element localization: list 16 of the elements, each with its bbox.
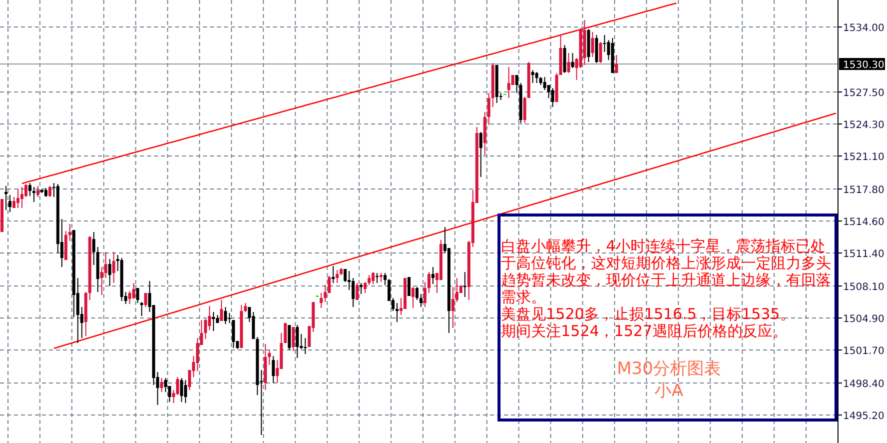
- y-tick-label: 1527.50: [843, 88, 884, 99]
- annotation: M30分析图表: [616, 358, 722, 380]
- y-tick-label: 1524.30: [843, 120, 884, 131]
- y-tick-label: 1511.40: [843, 249, 884, 260]
- annotation: 期间关注1524，1527遇阻后价格的反应。: [501, 322, 788, 340]
- annotation: 小A: [654, 380, 684, 402]
- y-tick-label: 1495.20: [843, 411, 884, 422]
- y-tick-label: 1501.70: [843, 346, 884, 357]
- y-tick-label: 1504.90: [843, 314, 884, 325]
- y-tick-label: 1534.00: [843, 23, 884, 34]
- y-tick-label: 1498.40: [843, 379, 884, 390]
- y-tick-label: 1517.80: [843, 185, 884, 196]
- ref-line-label: 1530.30: [843, 60, 884, 71]
- y-tick-label: 1514.60: [843, 217, 884, 228]
- y-tick-label: 1521.10: [843, 152, 884, 163]
- y-tick-label: 1508.10: [843, 282, 884, 293]
